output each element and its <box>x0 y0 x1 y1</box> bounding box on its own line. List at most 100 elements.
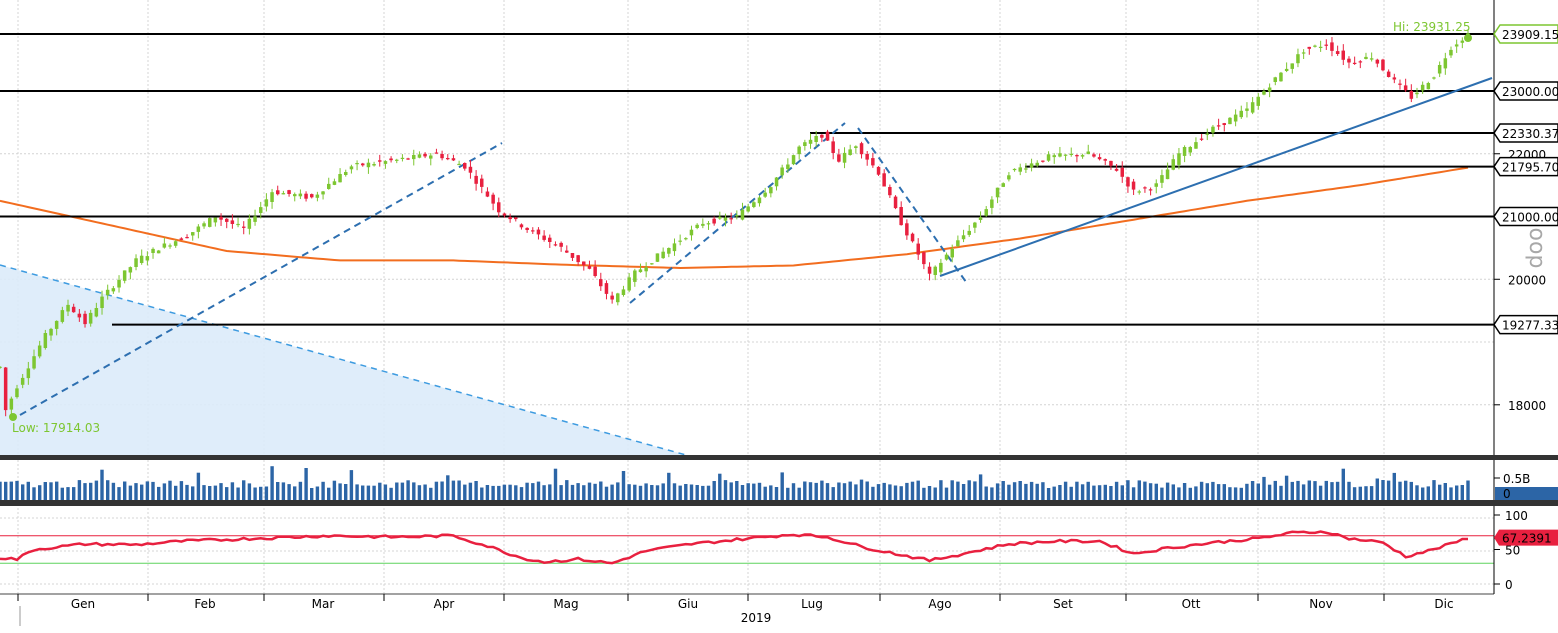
candle-body <box>967 230 971 235</box>
volume-bar <box>939 480 943 500</box>
candle-body <box>1318 46 1323 48</box>
candle-body <box>463 163 467 169</box>
candle-body <box>94 308 99 317</box>
candle-body <box>304 193 308 199</box>
volume-bar <box>950 480 954 500</box>
volume-bar <box>253 487 257 500</box>
volume-bar <box>1126 480 1130 500</box>
volume-bar <box>417 485 422 500</box>
volume-bar <box>423 484 427 500</box>
volume-bar <box>83 483 87 500</box>
volume-bar <box>848 481 852 500</box>
candle-body <box>1262 91 1266 95</box>
candle-body <box>1398 83 1402 85</box>
volume-bar <box>1364 486 1368 500</box>
volume-bar <box>219 483 223 500</box>
candle-body <box>1250 102 1255 113</box>
candle-body <box>366 162 371 168</box>
volume-bar <box>304 468 308 500</box>
candle-body <box>3 367 8 411</box>
month-label: Gen <box>71 597 95 611</box>
candle-body <box>60 310 65 322</box>
candle-body <box>995 187 1000 198</box>
candle-body <box>576 255 580 263</box>
candle-body <box>253 216 257 222</box>
candle-body <box>899 207 903 226</box>
volume-tick-label: 0.5B <box>1503 472 1530 486</box>
candle-body <box>1341 50 1345 60</box>
candle-body <box>1245 108 1249 111</box>
month-axis: Gen Feb Mar Apr Mag Giu Lug Ago Set Ott Nov Dic <box>17 594 1454 626</box>
candle-body <box>1126 177 1130 187</box>
candle-body <box>32 356 36 369</box>
volume-bar <box>933 487 937 500</box>
candle-body <box>66 304 70 312</box>
candle-body <box>208 218 212 227</box>
volume-bar <box>9 481 13 500</box>
month-label: Set <box>1053 597 1073 611</box>
volume-bar <box>525 482 529 500</box>
candle-body <box>485 191 490 197</box>
candle-body <box>542 235 546 240</box>
volume-bar <box>695 485 699 500</box>
candle-body <box>1335 51 1340 54</box>
candle-body <box>740 209 745 220</box>
volume-bar <box>1438 484 1442 500</box>
volume-bar <box>1381 480 1385 500</box>
candle-body <box>446 158 450 160</box>
volume-bar <box>1069 486 1073 500</box>
volume-bar <box>621 471 626 500</box>
rsi-axis: 100 50 0 67.2391 <box>1493 506 1558 594</box>
candle-body <box>1307 46 1311 49</box>
candle-body <box>327 183 331 189</box>
candle-body <box>661 251 665 259</box>
candle-body <box>219 216 223 220</box>
volume-bar <box>712 481 716 500</box>
volume-bar <box>134 483 138 500</box>
candle-body <box>531 230 535 232</box>
volume-bar <box>559 485 563 500</box>
volume-bar <box>967 480 971 500</box>
candle-body <box>1284 68 1289 71</box>
candle-body <box>1420 84 1425 91</box>
month-label: Mag <box>553 597 578 611</box>
candle-body <box>173 241 178 246</box>
candle-body <box>774 177 779 187</box>
candle-body <box>621 289 626 295</box>
month-label: Ott <box>1182 597 1201 611</box>
month-label: Ago <box>928 597 951 611</box>
candle-body <box>15 388 19 398</box>
volume-bar <box>1131 487 1136 500</box>
volume-bar <box>1415 485 1419 500</box>
volume-bar <box>236 487 240 500</box>
candle-body <box>1386 71 1391 77</box>
price-tag-box <box>1493 314 1558 335</box>
volume-bar <box>1194 486 1198 500</box>
candle-body <box>242 226 246 228</box>
candle-body <box>610 295 614 300</box>
candle-body <box>922 252 926 265</box>
volume-bar <box>655 485 660 500</box>
candle-body <box>1347 58 1351 63</box>
volume-bar <box>15 480 19 500</box>
volume-bar <box>825 483 830 500</box>
volume-bar <box>497 485 501 500</box>
candle-body <box>281 193 286 195</box>
volume-bar <box>202 485 206 500</box>
price-tag-label: 21795.70 <box>1502 161 1558 175</box>
volume-bar <box>638 485 643 500</box>
volume-bar <box>797 487 801 500</box>
candle-body <box>287 190 291 194</box>
volume-bar <box>1250 481 1255 500</box>
volume-bar <box>1063 481 1068 500</box>
volume-bar <box>1324 480 1328 500</box>
volume-bar <box>729 482 733 500</box>
volume-bar <box>1426 486 1430 500</box>
price-tag-label: 23000.00 <box>1502 85 1558 99</box>
candle-body <box>627 277 631 291</box>
candle-body <box>854 146 858 148</box>
candle-body <box>259 207 263 213</box>
volume-bar <box>1409 481 1413 500</box>
volume-bar <box>145 481 150 500</box>
candle-body <box>88 312 93 324</box>
